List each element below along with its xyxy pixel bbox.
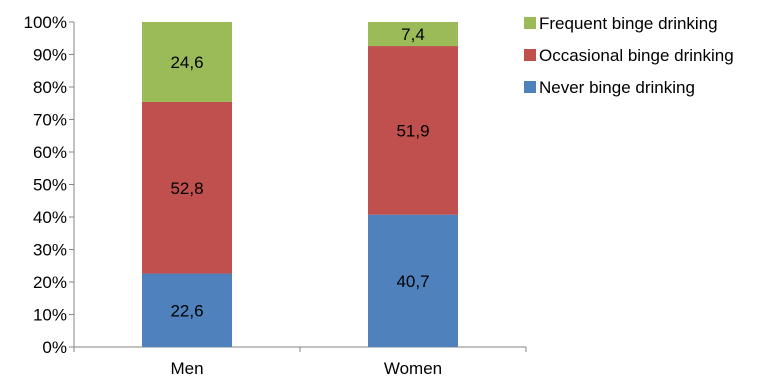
bar-segment [368,214,458,347]
bar-segment [368,22,458,47]
y-tick-label: 70% [33,111,67,130]
legend-label: Never binge drinking [539,78,695,97]
y-tick-label: 20% [33,273,67,292]
y-tick-label: 100% [24,13,67,32]
bars: 22,6 52,8 24,6 40,7 51,9 7,4 [142,22,458,347]
bar-segment [142,101,232,274]
legend-entry: Frequent binge drinking [524,14,718,33]
data-label: 7,4 [401,25,425,44]
x-category-label: Men [170,359,203,378]
data-label: 52,8 [170,179,203,198]
y-tick-label: 90% [33,46,67,65]
legend-swatch [524,49,536,61]
y-tick-label: 60% [33,143,67,162]
data-label: 51,9 [396,121,429,140]
bar-segment [142,273,232,347]
data-label: 24,6 [170,53,203,72]
legend-entry: Never binge drinking [524,78,695,97]
legend-label: Frequent binge drinking [539,14,718,33]
y-tick-label: 0% [42,338,67,357]
y-tick-label: 40% [33,208,67,227]
y-axis: 0% 10% 20% 30% 40% 50% 60% 70% 80% 90% 100% [24,13,75,357]
bar-segment [142,22,232,102]
legend: Frequent binge drinking Occasional binge … [524,14,734,97]
legend-label: Occasional binge drinking [539,46,734,65]
x-axis: Men Women [73,346,527,378]
x-category-label: Women [384,359,442,378]
data-label: 40,7 [396,272,429,291]
y-tick-label: 50% [33,176,67,195]
y-tick-label: 10% [33,306,67,325]
legend-entry: Occasional binge drinking [524,46,734,65]
legend-swatch [524,17,536,29]
bar-segment [368,46,458,215]
y-tick-label: 30% [33,241,67,260]
legend-swatch [524,81,536,93]
y-tick-label: 80% [33,78,67,97]
data-label: 22,6 [170,301,203,320]
